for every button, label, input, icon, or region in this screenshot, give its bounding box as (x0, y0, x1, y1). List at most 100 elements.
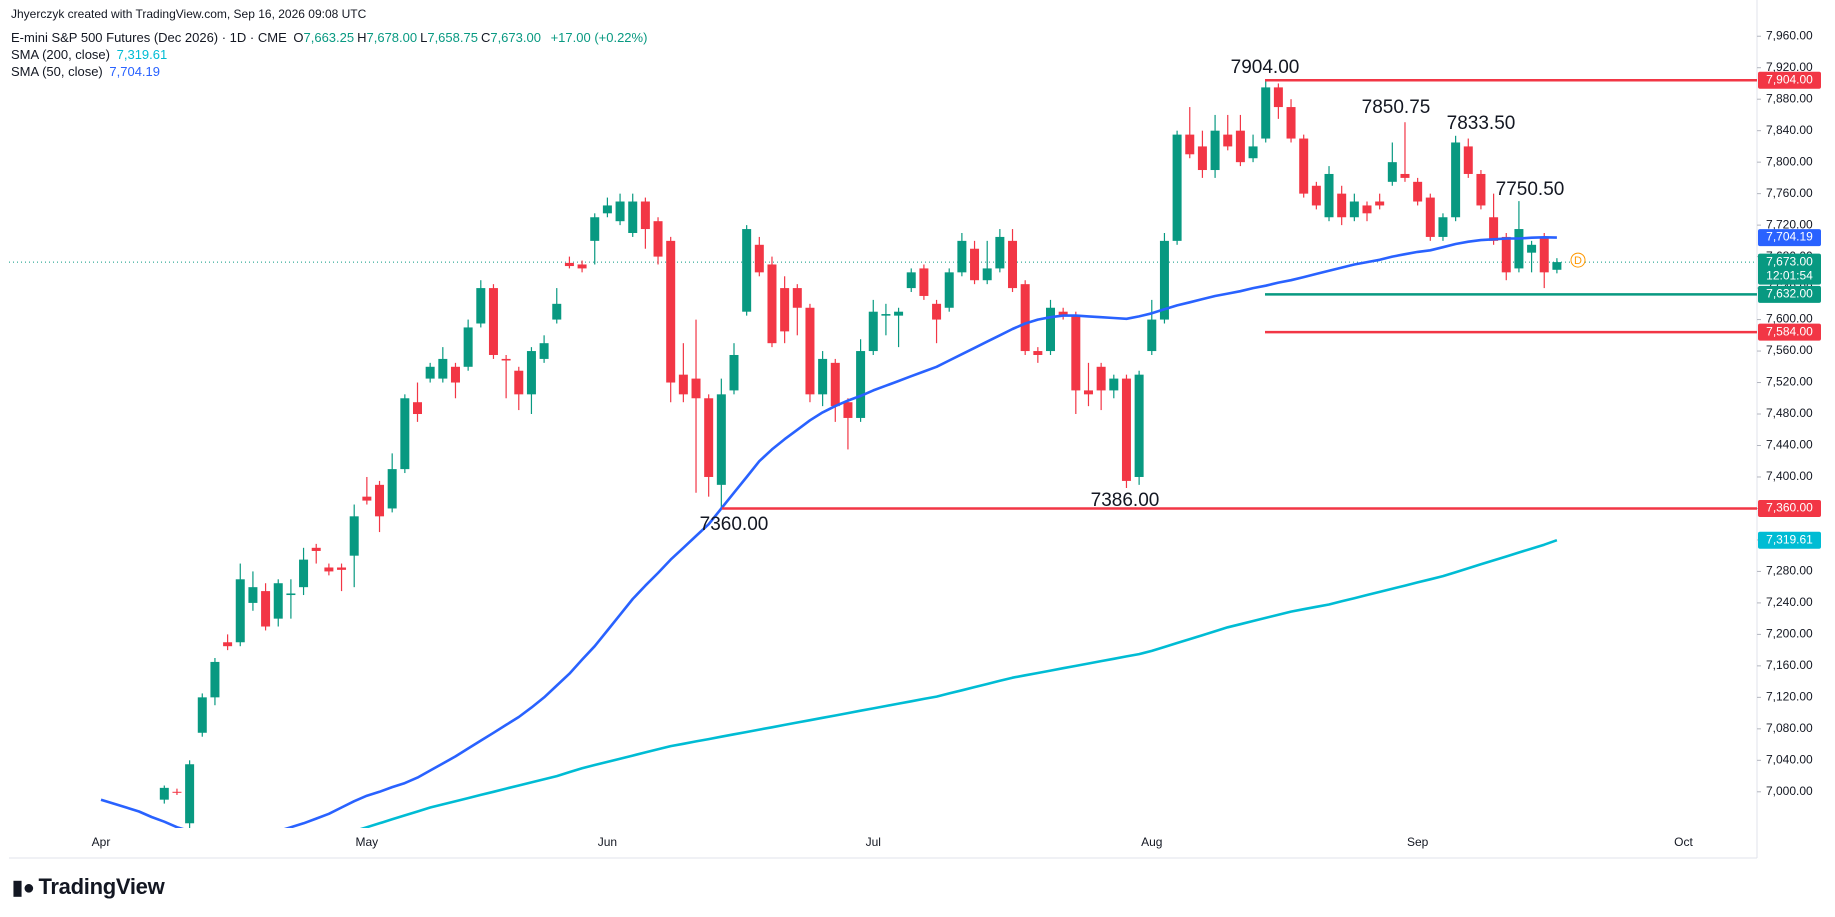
candle-body (792, 288, 802, 308)
price-annotation: 7750.50 (1496, 179, 1565, 200)
sma-legend: SMA (200, close) 7,319.61 (11, 46, 650, 63)
price-annotation: 7360.00 (700, 514, 769, 535)
candle-body (843, 402, 853, 418)
candle-body (450, 366, 460, 383)
candle-body (311, 547, 321, 551)
candle-body (261, 591, 271, 627)
level-badge-bg (1758, 71, 1821, 89)
candle-body (1425, 197, 1435, 237)
level-badge-bg (1758, 323, 1821, 341)
candle-body (1134, 374, 1144, 477)
candle-body (615, 201, 625, 222)
countdown: 12:01:54 (1766, 268, 1813, 282)
plot-area (9, 80, 1757, 828)
y-tick-label: 7,040.00 (1766, 752, 1813, 766)
candle-body (1121, 378, 1131, 481)
candle-body (286, 593, 296, 596)
level-badge: 7,904.00 (1766, 72, 1813, 86)
y-tick-label: 7,160.00 (1766, 658, 1813, 672)
candle-body (957, 240, 967, 273)
last-price-badge: 7,673.00 (1766, 254, 1813, 268)
candle-body (1223, 134, 1233, 147)
candle-body (818, 358, 828, 395)
candle-body (1400, 173, 1410, 178)
price-annotation: 7833.50 (1447, 113, 1516, 134)
candle-body (691, 378, 701, 399)
candle-body (1387, 162, 1397, 182)
y-tick-label: 7,520.00 (1766, 375, 1813, 389)
sma-name: SMA (50, close) (11, 64, 103, 79)
level-badge: 7,632.00 (1766, 287, 1813, 301)
candle-body (273, 583, 283, 619)
candle-body (894, 311, 904, 316)
y-tick-label: 7,800.00 (1766, 154, 1813, 168)
x-tick-label: Sep (1407, 835, 1429, 849)
candle-body (919, 268, 929, 296)
candle-body (552, 303, 562, 320)
y-tick-label: 7,440.00 (1766, 438, 1813, 452)
candle-body (387, 469, 397, 509)
sma-line (359, 538, 1558, 828)
candle-body (640, 201, 650, 230)
candle-body (1096, 366, 1106, 391)
level-badge-bg (1758, 285, 1821, 303)
last-price-badge-bg (1758, 253, 1821, 285)
ohlc: O7,663.25 H7,678.00 L7,658.75 C7,673.00 (293, 30, 544, 45)
candle-body (223, 642, 233, 647)
candle-body (1058, 311, 1068, 316)
candle-body (375, 484, 385, 517)
candle-body (172, 791, 182, 793)
candle-body (1539, 236, 1549, 273)
legend: Jhyerczyk created with TradingView.com, … (11, 6, 650, 80)
sma-badge-bg (1758, 229, 1821, 247)
candle-body (729, 354, 739, 391)
candle-body (1324, 173, 1334, 218)
candle-body (1413, 181, 1423, 202)
sma-badge: 7,704.19 (1766, 230, 1813, 244)
candle-body (349, 516, 359, 556)
sma-legend: SMA (50, close) 7,704.19 (11, 63, 650, 80)
candle-body (716, 394, 726, 485)
level-badge: 7,360.00 (1766, 501, 1813, 515)
tradingview-logo[interactable]: ▮● TradingView (12, 874, 165, 900)
candle-body (526, 351, 536, 395)
candle-body (1071, 315, 1081, 391)
candle-body (868, 311, 878, 352)
y-tick-label: 7,480.00 (1766, 406, 1813, 420)
candle-body (235, 579, 245, 643)
candle-body (1008, 240, 1018, 289)
x-tick-label: Jul (866, 835, 881, 849)
candle-body (564, 262, 574, 267)
sma-badge: 7,319.61 (1766, 532, 1813, 546)
candle-body (1147, 319, 1157, 352)
candle-body (1527, 244, 1537, 253)
ohlc-key: C (480, 30, 491, 45)
x-tick-label: Apr (92, 835, 111, 849)
candle-body (1299, 138, 1309, 194)
ohlc-value: 7,658.75 (427, 30, 478, 45)
candle-body (1109, 378, 1119, 391)
candle-body (830, 362, 840, 407)
logo-icon: ▮● (12, 877, 35, 899)
candle-body (1248, 146, 1258, 159)
candle-body (299, 559, 309, 588)
sma-value: 7,319.61 (116, 47, 168, 62)
candle-body (1362, 205, 1372, 214)
candle-body (1273, 87, 1283, 108)
y-tick-label: 7,600.00 (1766, 312, 1813, 326)
y-tick-label: 7,120.00 (1766, 690, 1813, 704)
candle-body (970, 248, 980, 281)
candle-body (666, 240, 676, 383)
y-tick-label: 7,240.00 (1766, 595, 1813, 609)
candle-body (767, 264, 777, 344)
candle-body (906, 272, 916, 289)
sma-value: 7,704.19 (109, 64, 160, 79)
candle-body (653, 221, 663, 257)
candle-body (1451, 142, 1461, 218)
ohlc-value: 7,663.25 (303, 30, 355, 45)
credit: Jhyerczyk created with TradingView.com, … (11, 7, 367, 21)
x-tick-label: Aug (1141, 835, 1162, 849)
symbol: E-mini S&P 500 Futures (Dec 2026) · 1D ·… (11, 30, 287, 45)
sma-line (100, 236, 1557, 828)
